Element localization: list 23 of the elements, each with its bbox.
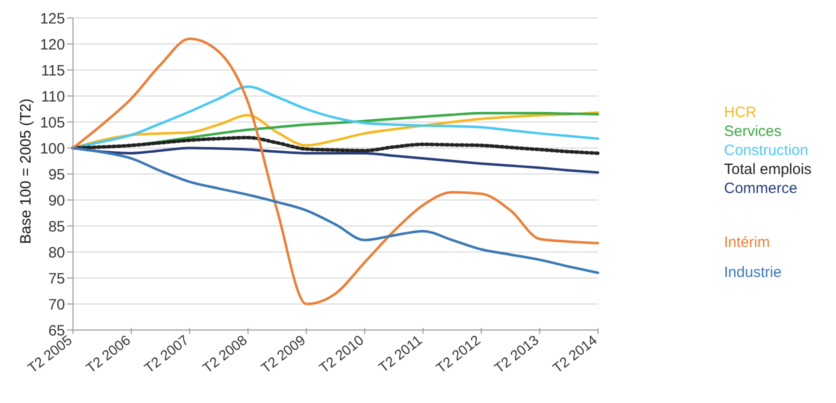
y-tick-label: 80 xyxy=(48,244,65,262)
line-series xyxy=(72,146,600,274)
text: Intérim xyxy=(724,234,770,252)
y-tick-label: 110 xyxy=(41,88,65,106)
line-series xyxy=(71,136,600,155)
y-axis-title: Base 100 = 2005 (T2) xyxy=(17,98,34,244)
y-tick-label: 90 xyxy=(48,192,65,210)
y-tick-label: 75 xyxy=(48,270,65,288)
text: Construction xyxy=(724,142,808,159)
y-tick-label: 70 xyxy=(48,296,65,314)
y-tick-label: 115 xyxy=(41,62,65,80)
text: HCR xyxy=(724,104,756,121)
line-series xyxy=(72,38,600,306)
y-tick-label: 120 xyxy=(40,36,65,54)
y-tick-label: 95 xyxy=(48,166,65,184)
text: Industrie xyxy=(724,264,782,281)
y-tick-label: 105 xyxy=(40,114,65,132)
y-tick-label: 85 xyxy=(48,218,65,236)
text: Total emplois xyxy=(724,160,812,178)
text: Services xyxy=(724,122,782,140)
y-tick-label: 100 xyxy=(40,140,65,158)
text: Commerce xyxy=(724,180,798,197)
y-tick-label: 125 xyxy=(40,10,65,28)
